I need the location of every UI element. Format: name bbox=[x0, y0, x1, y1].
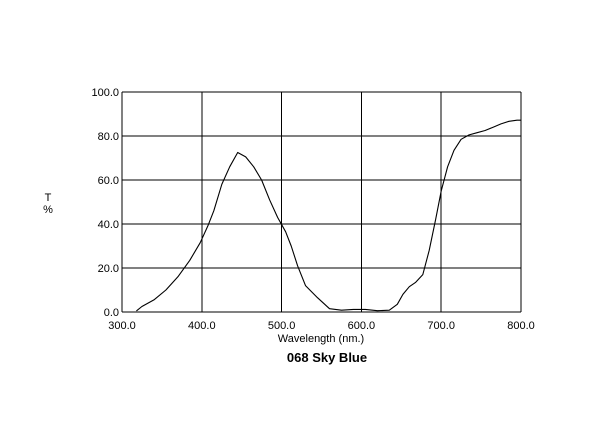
series-group bbox=[136, 119, 521, 312]
y-tick-labels: 0.0 20.0 40.0 60.0 80.0 100.0 bbox=[91, 87, 119, 319]
x-tick-labels: 300.0 400.0 500.0 600.0 700.0 800.0 bbox=[108, 320, 535, 332]
x-tick-label: 700.0 bbox=[427, 320, 455, 332]
y-axis-label-line: T bbox=[45, 192, 52, 204]
series-line bbox=[136, 119, 521, 312]
y-tick-label: 40.0 bbox=[98, 219, 119, 231]
x-axis-label: Wavelength (nm.) bbox=[278, 333, 364, 345]
y-tick-label: 60.0 bbox=[98, 175, 119, 187]
chart-title: 068 Sky Blue bbox=[287, 350, 367, 365]
y-tick-label: 80.0 bbox=[98, 131, 119, 143]
y-tick-label: 0.0 bbox=[104, 307, 119, 319]
y-axis-label-line: % bbox=[43, 204, 53, 216]
y-axis-label: T% bbox=[43, 192, 53, 216]
y-tick-label: 100.0 bbox=[91, 87, 119, 99]
x-tick-label: 400.0 bbox=[188, 320, 216, 332]
x-tick-label: 500.0 bbox=[268, 320, 296, 332]
y-tick-label: 20.0 bbox=[98, 263, 119, 275]
x-tick-label: 800.0 bbox=[507, 320, 535, 332]
x-tick-label: 600.0 bbox=[348, 320, 376, 332]
grid-lines bbox=[121, 91, 522, 313]
x-tick-label: 300.0 bbox=[108, 320, 136, 332]
